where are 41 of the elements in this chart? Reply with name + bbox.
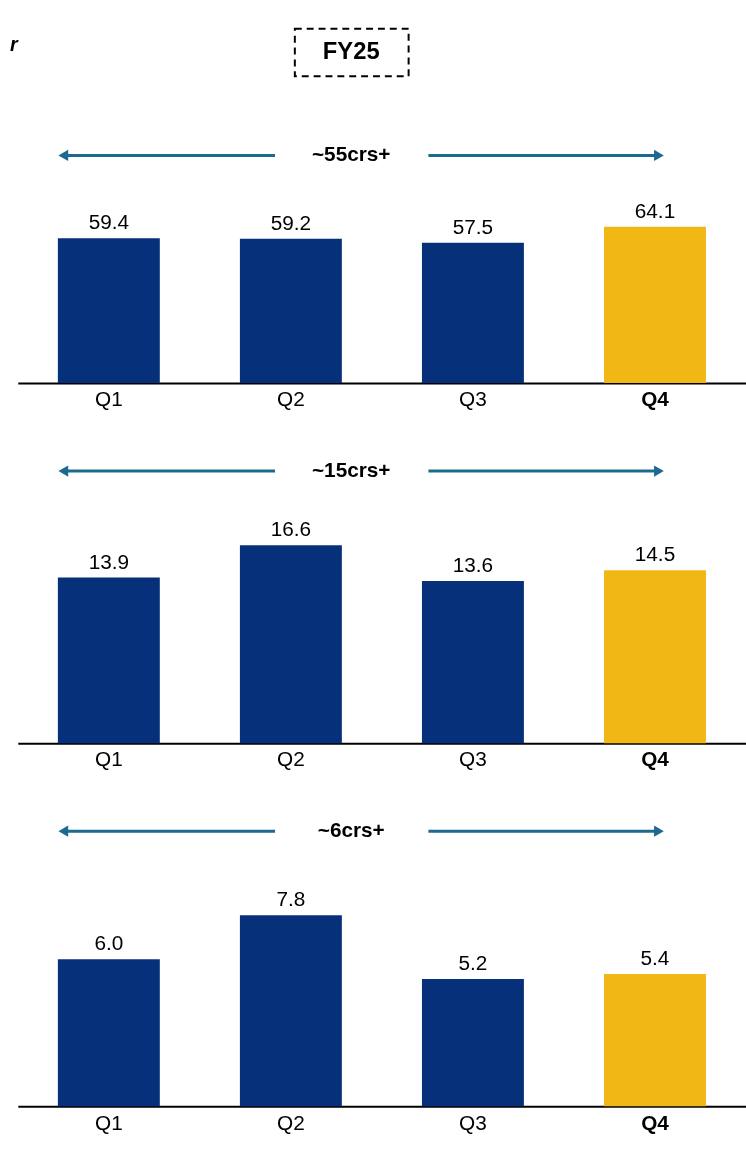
x-tick-label: Q4 [641,747,670,771]
data-label: 14.5 [634,542,676,566]
data-label: 16.6 [270,517,312,541]
x-tick-label: Q4 [641,1110,670,1134]
bar [239,545,342,744]
x-tick-label: Q1 [94,747,123,771]
text: ~6crs+ [317,818,385,842]
x-tick-label: Q4 [641,387,670,411]
bar [57,959,160,1107]
bar [604,226,706,384]
data-label: 59.2 [270,210,312,234]
x-tick-label: Q2 [277,387,305,411]
x-tick-label: Q1 [94,1110,123,1134]
bar [239,238,342,384]
bar [604,974,706,1107]
data-label: 13.6 [452,553,494,577]
data-label: 5.2 [458,951,488,975]
data-label: 57.5 [452,214,494,238]
chart-title: FY25 [322,38,380,65]
data-label: 6.0 [94,931,124,955]
bar [57,238,160,384]
data-label: 64.1 [634,198,676,222]
x-tick-label: Q2 [277,1110,305,1134]
data-label: 5.4 [640,946,670,970]
x-tick-label: Q3 [459,387,487,411]
bar [57,577,160,744]
bar [604,570,706,744]
data-label: 7.8 [276,887,306,911]
x-tick-label: Q2 [277,747,305,771]
x-tick-label: Q1 [94,387,123,411]
bar [421,242,524,384]
bar [239,915,342,1107]
bar [421,581,524,744]
x-tick-label: Q3 [459,1110,487,1134]
data-label: 59.4 [88,210,130,234]
bar [421,978,524,1107]
text: r [9,32,19,55]
data-label: 13.9 [88,549,130,573]
x-tick-label: Q3 [459,747,487,771]
text: ~15crs+ [311,458,391,481]
text: ~55crs+ [311,142,391,166]
